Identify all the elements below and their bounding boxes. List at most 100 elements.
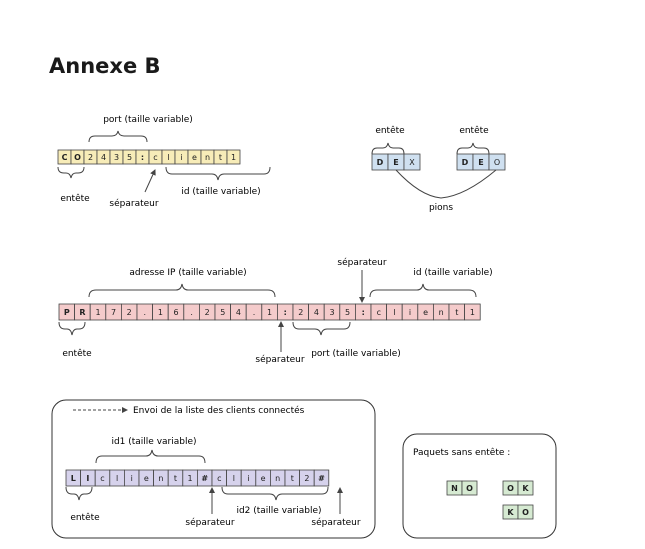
cell-char: 5: [345, 308, 350, 317]
cell-char: 4: [236, 308, 241, 317]
packet-cell-7: 6: [167, 303, 185, 321]
cell-char: n: [205, 153, 210, 162]
cell-char: e: [261, 474, 266, 483]
cell-char: 4: [314, 308, 319, 317]
cell-char: c: [153, 153, 157, 162]
packet-cell-6: 1: [152, 303, 169, 321]
packet-cell-17: #: [313, 469, 330, 487]
cell-box: [488, 153, 506, 171]
packet-cell-14: n: [269, 469, 286, 487]
packet-cell-3: 7: [105, 303, 122, 321]
packet-cell-16: 4: [308, 303, 325, 321]
packet-cell-22: i: [401, 303, 419, 321]
cell-char: C: [62, 153, 68, 162]
cell-char: 1: [267, 308, 272, 317]
packet-cell-8: l: [161, 149, 176, 165]
cell-char: 1: [231, 153, 236, 162]
packet-cell-0: L: [65, 469, 82, 487]
port-brace: [292, 321, 351, 336]
header-brace-1: [371, 142, 405, 155]
cell-char: O: [466, 484, 473, 493]
cell-char: K: [522, 484, 529, 493]
header-label-2: entête: [459, 125, 489, 136]
cell-char: 5: [127, 153, 132, 162]
cell-char: t: [219, 153, 222, 162]
packet-cell-0: O: [502, 480, 519, 496]
cell-char: #: [318, 474, 325, 483]
port-label: port (taille variable): [103, 115, 193, 125]
header-brace-2: [456, 142, 490, 155]
cell-char: t: [455, 308, 458, 317]
packet-cell-13: 1: [226, 149, 241, 165]
cell-char: i: [247, 474, 249, 483]
cell-box: [226, 149, 241, 165]
cell-box: [403, 153, 421, 171]
cell-char: O: [494, 158, 500, 167]
cell-char: n: [275, 474, 280, 483]
id2-brace: [221, 486, 329, 501]
cell-char: :: [141, 153, 144, 162]
pieces-label: pions: [429, 203, 453, 213]
cell-char: i: [409, 308, 411, 317]
id2-label: id2 (taille variable): [236, 506, 321, 516]
packet-cell-6: n: [153, 469, 169, 487]
cell-char: c: [217, 474, 221, 483]
cell-box: [464, 303, 481, 321]
packet-cell-4: i: [124, 469, 140, 487]
header-brace: [58, 321, 86, 336]
packet-cell-13: 1: [261, 303, 278, 321]
cell-char: i: [180, 153, 182, 162]
packet-cell-11: 4: [230, 303, 247, 321]
packet-cell-11: l: [226, 469, 242, 487]
packet-cell-1: K: [517, 480, 534, 496]
cell-char: 1: [95, 308, 100, 317]
packet-cell-7: c: [148, 149, 163, 165]
packet-cell-0: K: [502, 504, 519, 520]
separator-label: séparateur: [109, 198, 158, 209]
packet-cell-13: e: [255, 469, 271, 487]
cell-char: 6: [173, 308, 178, 317]
cell-char: l: [233, 474, 235, 483]
packet-cell-9: i: [174, 149, 189, 165]
packet-cell-1: O: [517, 504, 534, 520]
packet-cell-2: 1: [89, 303, 107, 321]
pieces-brace: [395, 169, 497, 199]
page-title: Annexe B: [49, 54, 161, 78]
port-label: port (taille variable): [311, 349, 401, 359]
id-label: id (taille variable): [413, 268, 492, 278]
id-brace: [369, 283, 477, 298]
cell-char: E: [478, 158, 483, 167]
packet-cell-4: 3: [109, 149, 124, 165]
packet-cell-0: N: [446, 480, 463, 496]
cell-char: 1: [470, 308, 475, 317]
cell-char: P: [64, 308, 70, 317]
cell-char: t: [291, 474, 294, 483]
packet-cell-21: l: [386, 303, 403, 321]
id-label: id (taille variable): [181, 187, 260, 197]
cell-char: e: [192, 153, 197, 162]
cell-char: i: [131, 474, 133, 483]
cell-char: 2: [88, 153, 93, 162]
cell-char: l: [116, 474, 118, 483]
header-brace: [65, 486, 93, 501]
cell-char: 2: [298, 308, 303, 317]
cell-char: 5: [220, 308, 225, 317]
packet-cell-9: #: [196, 469, 213, 487]
cell-char: 3: [114, 153, 119, 162]
packet-cell-7: t: [167, 469, 184, 487]
cell-char: 7: [111, 308, 116, 317]
cell-box: [517, 504, 534, 520]
headerless-packets: N O O KK O: [446, 480, 534, 520]
cell-char: 4: [101, 153, 106, 162]
cell-char: e: [423, 308, 428, 317]
packet-cell-1: O: [461, 480, 478, 496]
packet-cell-10: c: [211, 469, 228, 487]
packet-cell-1: O: [70, 149, 85, 165]
packet-cell-0: C: [57, 149, 72, 165]
